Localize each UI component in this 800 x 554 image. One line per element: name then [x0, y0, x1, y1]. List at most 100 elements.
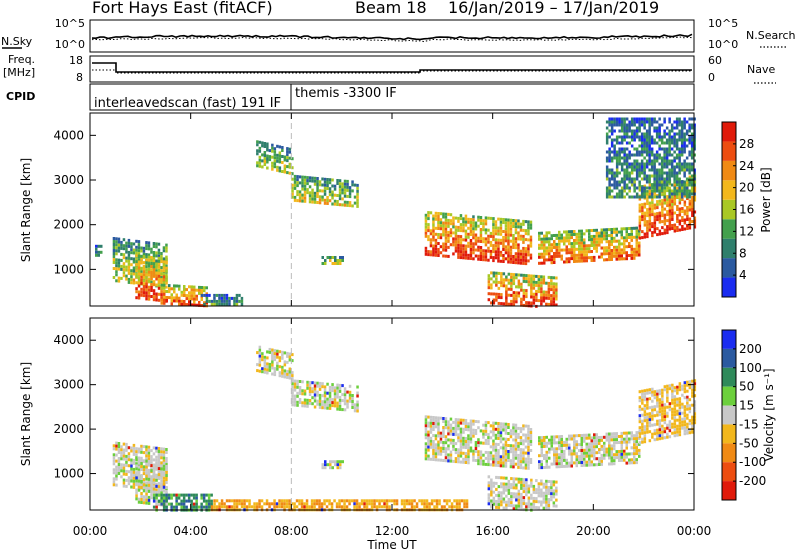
heatmap-cell [507, 239, 510, 243]
heatmap-cell [447, 236, 450, 240]
heatmap-cell [429, 445, 433, 449]
heatmap-cell [130, 470, 133, 474]
heatmap-cell [603, 444, 606, 448]
heatmap-cell [605, 195, 609, 199]
heatmap-cell [514, 252, 518, 256]
heatmap-cell [560, 453, 563, 456]
heatmap-cell [512, 423, 515, 427]
heatmap-cell [685, 138, 689, 142]
heatmap-cell [522, 240, 525, 244]
heatmap-cell [155, 502, 158, 506]
heatmap-cell [157, 274, 161, 278]
heatmap-cell [585, 244, 588, 248]
heatmap-cell [472, 434, 475, 438]
heatmap-cell [278, 505, 281, 509]
heatmap-cell [306, 401, 309, 405]
heatmap-cell [487, 436, 490, 440]
heatmap-cell [661, 202, 664, 206]
heatmap-cell [583, 433, 586, 437]
heatmap-cell [479, 249, 483, 252]
heatmap-cell [540, 252, 543, 256]
heatmap-cell [207, 493, 211, 497]
heatmap-cell [434, 452, 438, 456]
heatmap-cell [492, 244, 495, 248]
heatmap-cell [550, 249, 553, 253]
heatmap-cell [570, 245, 573, 249]
heatmap-cell [147, 244, 151, 248]
heatmap-cell [494, 433, 498, 437]
heatmap-cell [638, 135, 641, 139]
heatmap-cell [170, 496, 173, 500]
heatmap-cell [630, 168, 634, 172]
heatmap-cell [281, 155, 284, 158]
heatmap-cell [499, 425, 503, 429]
heatmap-cell [296, 394, 299, 398]
heatmap-cell [615, 432, 618, 436]
heatmap-cell [643, 147, 646, 151]
heatmap-cell [127, 265, 131, 269]
freq-panel [89, 55, 695, 83]
heatmap-cell [497, 217, 500, 221]
heatmap-cell [296, 391, 299, 395]
heatmap-cell [160, 301, 163, 305]
heatmap-cell [540, 299, 543, 303]
heatmap-cell [580, 437, 583, 440]
heatmap-cell [585, 454, 588, 458]
heatmap-cell [355, 502, 359, 506]
heatmap-cell [135, 447, 138, 451]
heatmap-cell [638, 244, 641, 248]
heatmap-cell [575, 232, 578, 236]
heatmap-cell [150, 277, 153, 280]
heatmap-cell [370, 499, 374, 503]
heatmap-cell [598, 436, 601, 439]
heatmap-cell [472, 251, 475, 255]
heatmap-cell [550, 435, 553, 439]
heatmap-cell [638, 144, 641, 148]
heatmap-cell [424, 213, 428, 217]
heatmap-cell [210, 499, 213, 503]
heatmap-cell [497, 259, 500, 263]
heatmap-cell [683, 138, 686, 142]
heatmap-cell [517, 279, 521, 283]
heatmap-cell [653, 168, 656, 172]
heatmap-cell [560, 441, 563, 444]
heatmap-cell [610, 237, 613, 240]
heatmap-cell [258, 158, 262, 162]
heatmap-cell [502, 491, 506, 495]
heatmap-cell [442, 459, 445, 462]
heatmap-cell [598, 243, 601, 247]
heatmap-cell [464, 461, 468, 464]
heatmap-cell [683, 203, 687, 207]
heatmap-cell [663, 216, 667, 220]
heatmap-cell [543, 252, 546, 256]
heatmap-cell [182, 505, 186, 509]
heatmap-cell [668, 186, 671, 190]
heatmap-cell [273, 150, 277, 154]
heatmap-cell [132, 458, 136, 462]
heatmap-cell [271, 354, 274, 358]
heatmap-cell [437, 434, 440, 438]
heatmap-cell [600, 234, 603, 238]
heatmap-cell [457, 439, 460, 443]
heatmap-cell [145, 448, 148, 452]
heatmap-cell [683, 194, 687, 198]
heatmap-cell [613, 227, 616, 231]
heatmap-cell [444, 441, 448, 445]
heatmap-cell [162, 275, 166, 279]
heatmap-cell [457, 457, 460, 461]
heatmap-cell [177, 493, 181, 497]
heatmap-cell [296, 400, 299, 404]
heatmap-cell [691, 220, 694, 223]
heatmap-cell [643, 217, 647, 221]
heatmap-cell [509, 450, 513, 454]
heatmap-cell [150, 268, 153, 272]
heatmap-cell [147, 451, 151, 455]
heatmap-cell [253, 505, 256, 509]
heatmap-cell [459, 217, 463, 221]
heatmap-cell [145, 261, 148, 265]
heatmap-cell [142, 483, 146, 487]
heatmap-cell [655, 129, 659, 133]
heatmap-cell [452, 216, 455, 220]
heatmap-cell [427, 214, 430, 218]
heatmap-cell [122, 244, 126, 248]
